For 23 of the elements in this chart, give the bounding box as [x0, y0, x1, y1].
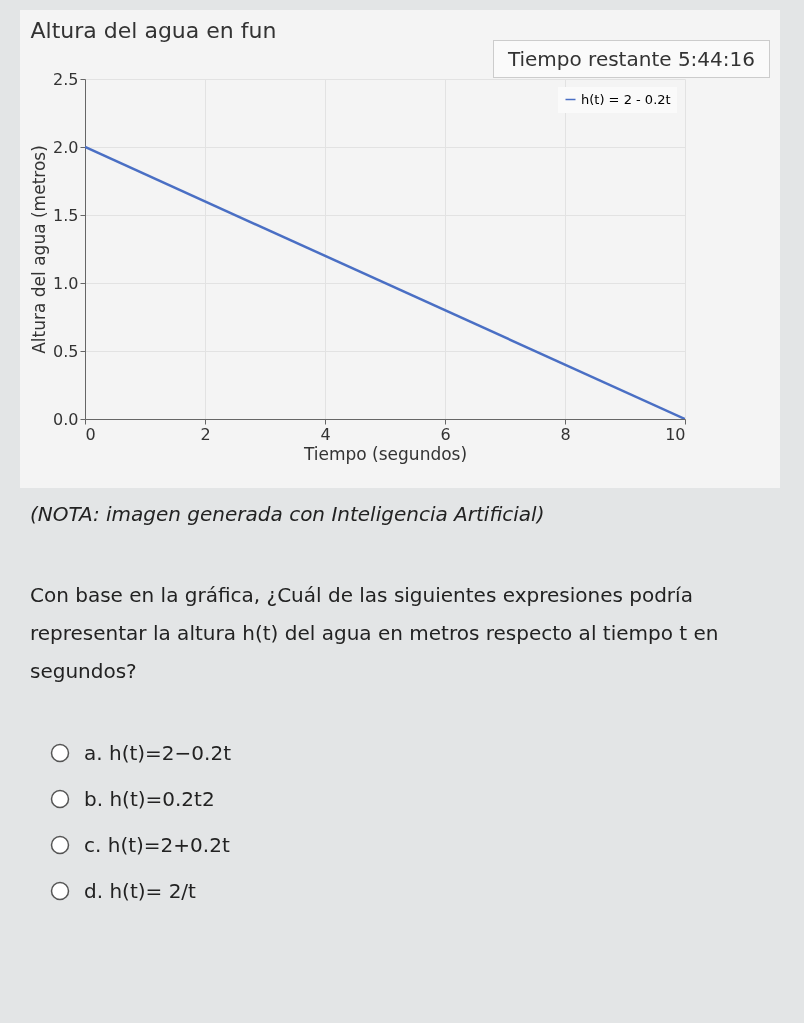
chart-title: Altura del agua en fun: [30, 18, 277, 43]
y-tick-label: 1.0: [53, 273, 79, 293]
y-axis-title: Altura del agua (metros): [29, 145, 50, 354]
y-tick-label: 2.5: [53, 69, 79, 89]
y-tick-label: 0.5: [53, 341, 79, 361]
text: a. h(t)=2−0.2t: [84, 741, 231, 765]
text: d. h(t)= 2/t: [84, 879, 196, 903]
x-tick-label: 2: [200, 424, 211, 444]
y-tick-label: 0.0: [53, 409, 79, 429]
y-tick-label: 1.5: [53, 205, 79, 225]
text: Con base en la gráfica, ¿Cuál de las siguientes expresiones podría representar la altura h(t) del agua en metros respecto al tiempo t en segundos?: [30, 582, 720, 685]
legend-label: h(t) = 2 - 0.2t: [581, 91, 671, 107]
y-tick-label: 2.0: [53, 137, 79, 157]
x-tick-label: 10: [665, 424, 686, 444]
text: (NOTA: imagen generada con Inteligencia Artificial): [30, 502, 546, 526]
text: b. h(t)=0.2t2: [84, 787, 215, 811]
x-tick-label: 4: [320, 424, 331, 444]
x-tick-label: 6: [440, 424, 451, 444]
text: c. h(t)=2+0.2t: [84, 833, 230, 857]
x-tick-label: 0: [85, 424, 96, 444]
x-axis-title: Tiempo (segundos): [302, 443, 468, 464]
text: Tiempo restante 5:44:16: [492, 40, 770, 78]
x-tick-label: 8: [560, 424, 571, 444]
